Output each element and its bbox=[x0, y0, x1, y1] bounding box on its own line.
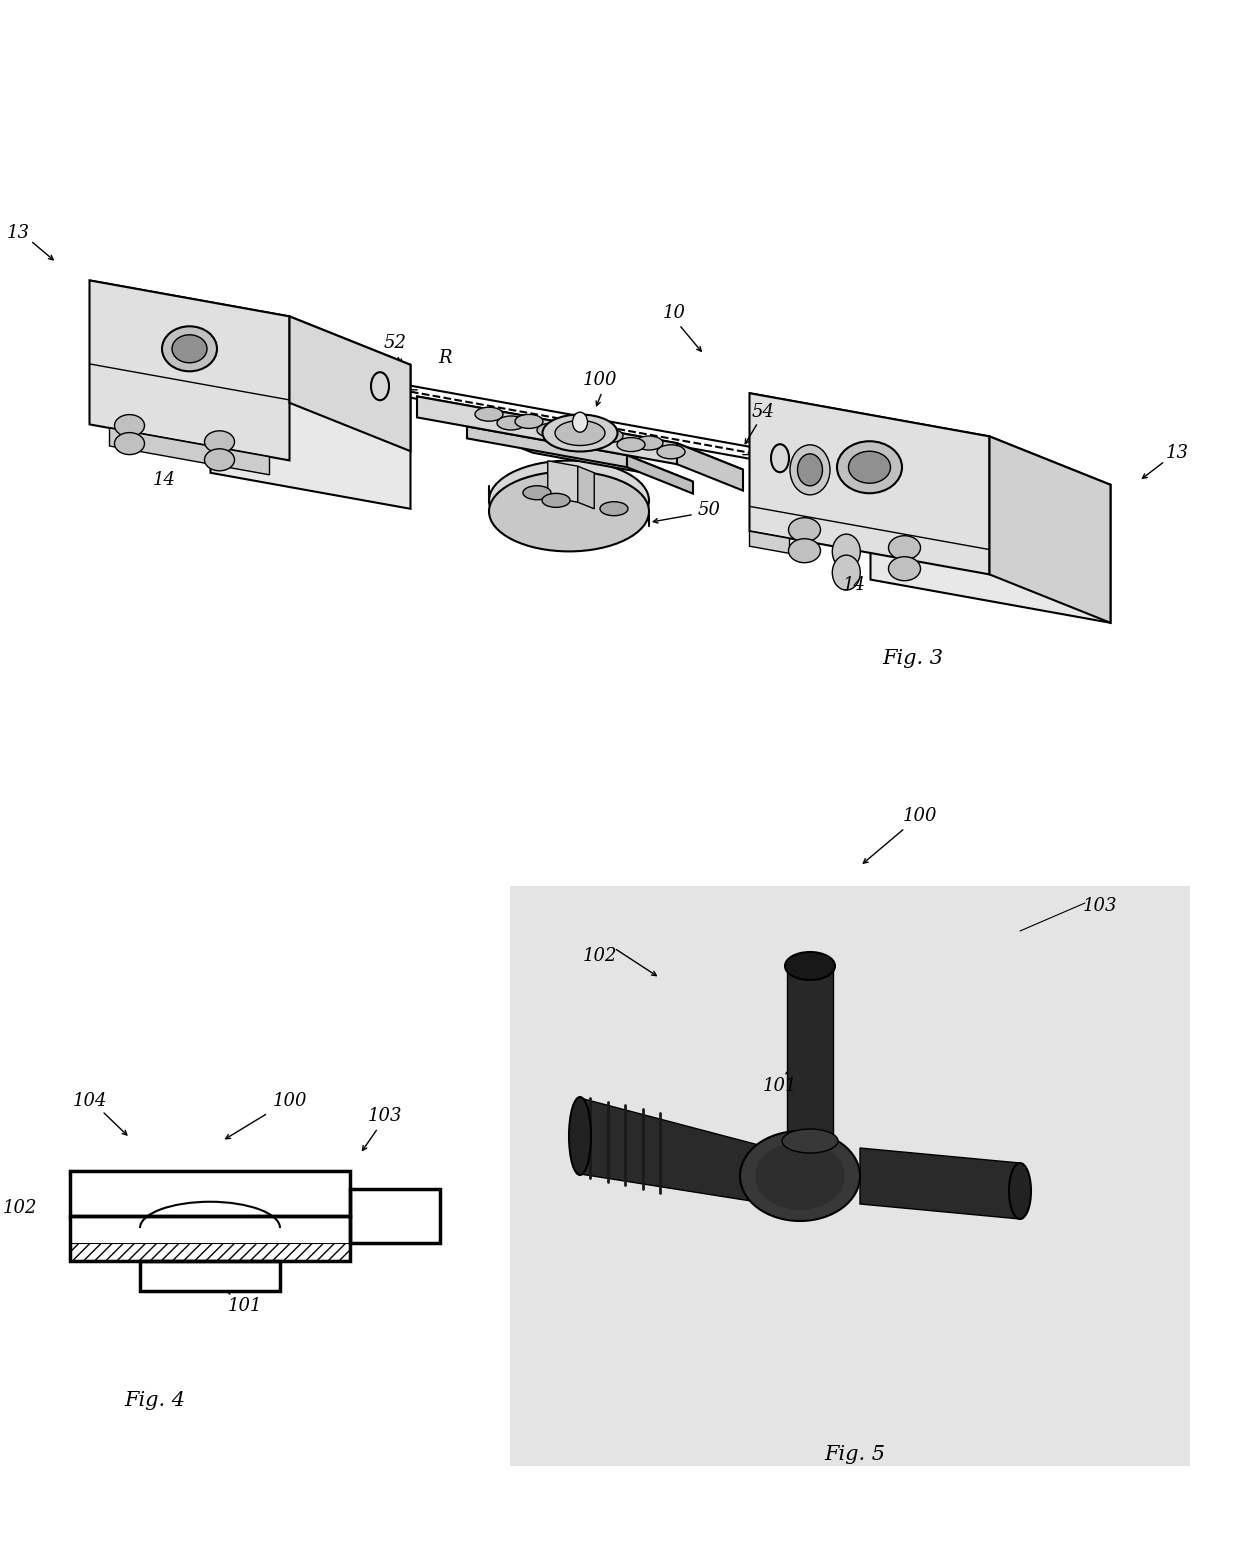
Ellipse shape bbox=[114, 414, 145, 436]
Ellipse shape bbox=[172, 335, 207, 363]
Text: 101: 101 bbox=[228, 1297, 262, 1316]
Bar bbox=[350, 1189, 440, 1243]
Polygon shape bbox=[578, 467, 594, 509]
Text: 104: 104 bbox=[73, 1091, 107, 1110]
Bar bbox=[69, 1170, 350, 1217]
Ellipse shape bbox=[543, 414, 618, 451]
Ellipse shape bbox=[848, 451, 890, 484]
Text: 50: 50 bbox=[697, 501, 720, 519]
Bar bbox=[69, 1170, 350, 1189]
Polygon shape bbox=[211, 329, 410, 509]
Ellipse shape bbox=[837, 441, 901, 493]
Ellipse shape bbox=[771, 444, 789, 472]
Text: 52: 52 bbox=[383, 334, 407, 352]
Polygon shape bbox=[749, 532, 790, 553]
Polygon shape bbox=[467, 427, 693, 482]
Ellipse shape bbox=[475, 407, 503, 421]
Polygon shape bbox=[417, 396, 743, 470]
Text: 54: 54 bbox=[751, 404, 775, 422]
Bar bbox=[510, 886, 1190, 1466]
Bar bbox=[69, 1189, 350, 1217]
Ellipse shape bbox=[785, 952, 835, 980]
Text: 13: 13 bbox=[1166, 444, 1188, 462]
Ellipse shape bbox=[515, 414, 543, 428]
Polygon shape bbox=[861, 1149, 1021, 1218]
Polygon shape bbox=[787, 966, 833, 1141]
Ellipse shape bbox=[782, 1129, 838, 1153]
Ellipse shape bbox=[789, 538, 821, 563]
Polygon shape bbox=[580, 1098, 770, 1204]
Polygon shape bbox=[467, 427, 627, 467]
Text: Fig. 4: Fig. 4 bbox=[124, 1391, 186, 1410]
Ellipse shape bbox=[657, 445, 684, 459]
Ellipse shape bbox=[205, 448, 234, 472]
Ellipse shape bbox=[162, 326, 217, 371]
Ellipse shape bbox=[790, 445, 830, 495]
Polygon shape bbox=[417, 396, 677, 464]
Ellipse shape bbox=[523, 485, 551, 499]
Ellipse shape bbox=[600, 502, 627, 516]
Bar bbox=[69, 1217, 350, 1262]
Text: 103: 103 bbox=[1083, 897, 1117, 915]
Polygon shape bbox=[870, 442, 1111, 623]
Ellipse shape bbox=[371, 373, 389, 400]
Bar bbox=[241, 1170, 350, 1189]
Text: Fig. 3: Fig. 3 bbox=[883, 649, 944, 668]
Bar bbox=[180, 1170, 241, 1201]
Polygon shape bbox=[548, 461, 578, 502]
Bar bbox=[140, 1262, 280, 1291]
Polygon shape bbox=[627, 455, 693, 493]
Bar bbox=[69, 1170, 180, 1189]
Ellipse shape bbox=[797, 455, 822, 485]
Ellipse shape bbox=[556, 421, 605, 445]
Polygon shape bbox=[109, 428, 269, 475]
Ellipse shape bbox=[618, 438, 645, 451]
Text: R: R bbox=[438, 349, 451, 368]
Text: 100: 100 bbox=[273, 1091, 308, 1110]
Text: 100: 100 bbox=[583, 371, 618, 388]
Polygon shape bbox=[289, 317, 410, 451]
Ellipse shape bbox=[573, 413, 588, 433]
Ellipse shape bbox=[569, 1098, 591, 1175]
Text: 14: 14 bbox=[153, 472, 176, 489]
Ellipse shape bbox=[889, 557, 920, 581]
Ellipse shape bbox=[489, 461, 649, 541]
Ellipse shape bbox=[789, 518, 821, 541]
Ellipse shape bbox=[755, 1142, 844, 1211]
Text: 100: 100 bbox=[903, 807, 937, 826]
Polygon shape bbox=[749, 393, 1111, 485]
Polygon shape bbox=[677, 444, 743, 490]
Ellipse shape bbox=[497, 416, 525, 430]
Ellipse shape bbox=[1009, 1163, 1030, 1218]
Ellipse shape bbox=[542, 493, 570, 507]
Polygon shape bbox=[89, 280, 410, 365]
Bar bbox=[69, 1217, 350, 1243]
Text: 13: 13 bbox=[7, 224, 30, 241]
Text: Fig. 5: Fig. 5 bbox=[825, 1444, 885, 1464]
Text: 103: 103 bbox=[368, 1107, 402, 1125]
Ellipse shape bbox=[889, 536, 920, 560]
Ellipse shape bbox=[832, 555, 861, 591]
Ellipse shape bbox=[740, 1132, 861, 1221]
Text: 14: 14 bbox=[842, 575, 866, 594]
Text: 102: 102 bbox=[2, 1200, 37, 1217]
Ellipse shape bbox=[635, 436, 663, 450]
Polygon shape bbox=[990, 436, 1111, 623]
Text: 10: 10 bbox=[662, 303, 686, 322]
Text: 102: 102 bbox=[583, 948, 618, 965]
Bar bbox=[69, 1243, 350, 1262]
Text: 101: 101 bbox=[763, 1078, 797, 1095]
Polygon shape bbox=[89, 280, 289, 461]
Ellipse shape bbox=[595, 428, 622, 442]
Ellipse shape bbox=[114, 433, 145, 455]
Polygon shape bbox=[749, 393, 990, 575]
Ellipse shape bbox=[832, 533, 861, 569]
Ellipse shape bbox=[205, 431, 234, 453]
Ellipse shape bbox=[537, 424, 565, 438]
Ellipse shape bbox=[489, 472, 649, 552]
